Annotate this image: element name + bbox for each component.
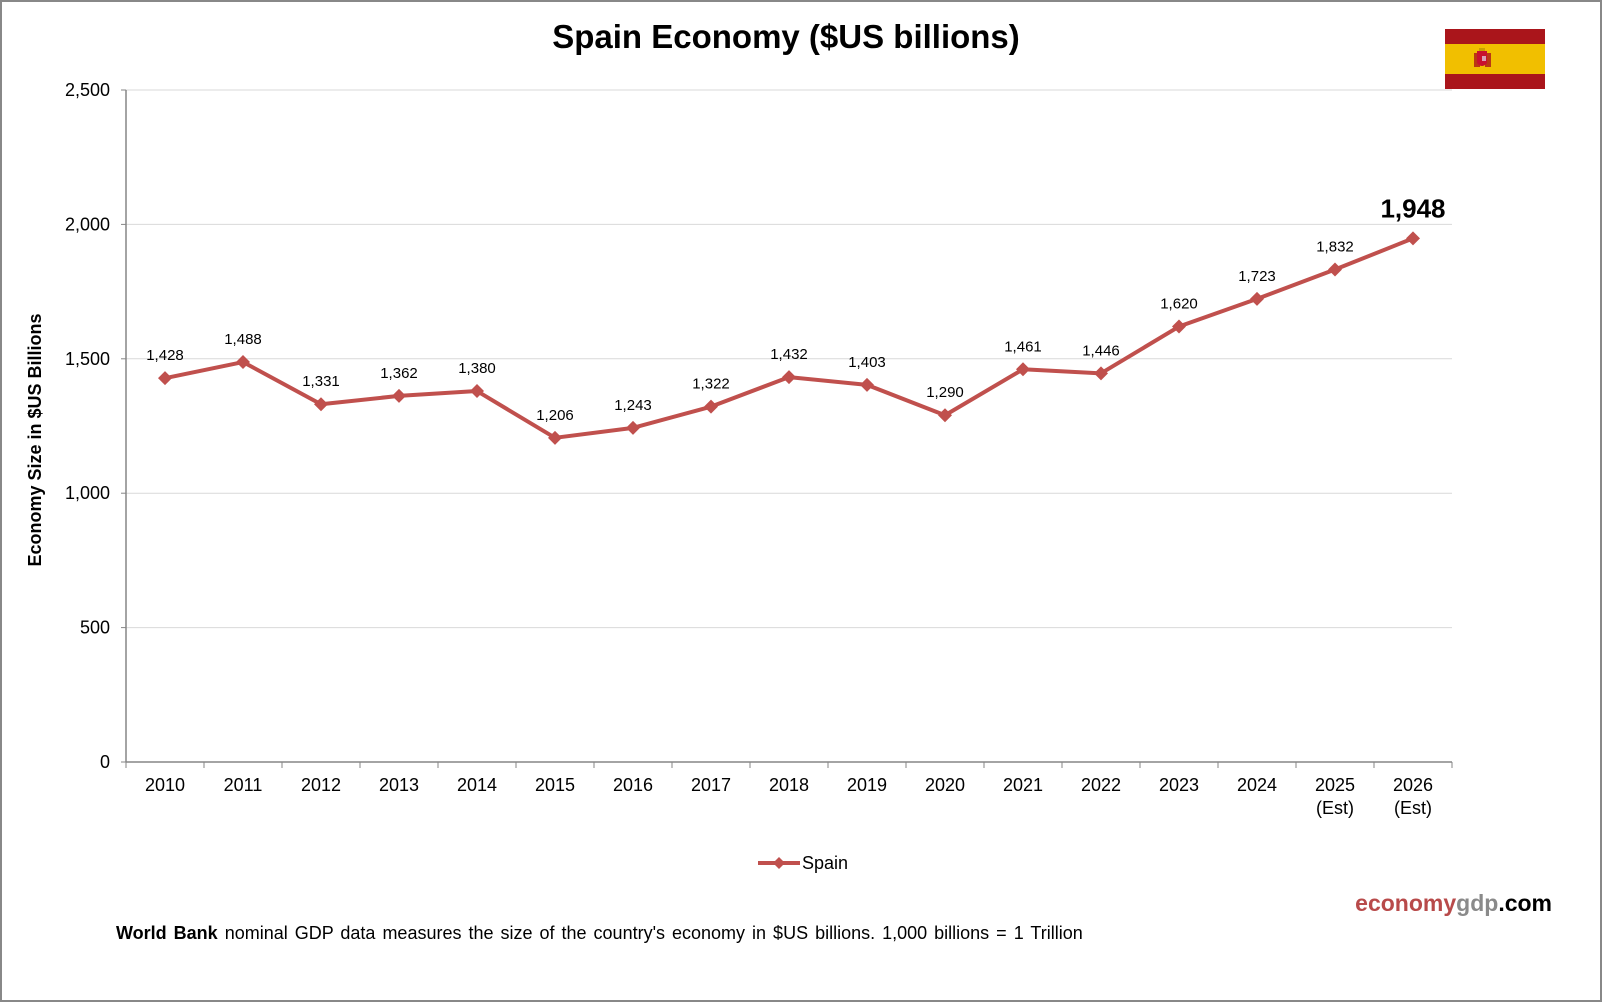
- x-tick-label-2015: 2015: [535, 775, 575, 795]
- data-point-2023: [1172, 319, 1186, 334]
- spain-flag-icon: [1445, 29, 1545, 89]
- line-diamond-marker-icon: [758, 857, 800, 869]
- x-tick-label-2026-est-: 2026 (Est): [1393, 775, 1433, 818]
- data-point-2011: [236, 355, 250, 370]
- y-tick-label-500: 500: [80, 618, 110, 638]
- coat-of-arms-icon: [1474, 48, 1491, 67]
- y-tick-label-1500: 1,500: [65, 349, 110, 369]
- data-point-2012: [314, 397, 328, 412]
- x-tick-label-2013: 2013: [379, 775, 419, 795]
- data-point-2021: [1016, 362, 1030, 377]
- data-label-2015: 1,206: [536, 407, 574, 424]
- x-tick-label-2024: 2024: [1237, 775, 1277, 795]
- x-tick-label-2022: 2022: [1081, 775, 1121, 795]
- x-tick-label-2014: 2014: [457, 775, 497, 795]
- data-label-2022: 1,446: [1082, 342, 1120, 359]
- data-point-2026-est-: [1406, 231, 1420, 246]
- flag-stripe-middle: [1445, 44, 1545, 74]
- data-label-2014: 1,380: [458, 360, 496, 377]
- x-tick-label-2016: 2016: [613, 775, 653, 795]
- data-label-2019: 1,403: [848, 354, 886, 371]
- x-tick-label-2023: 2023: [1159, 775, 1199, 795]
- data-point-2020: [938, 408, 952, 423]
- x-tick-label-2019: 2019: [847, 775, 887, 795]
- data-label-2020: 1,290: [926, 384, 964, 401]
- data-label-2024: 1,723: [1238, 268, 1276, 285]
- data-point-2014: [470, 384, 484, 399]
- x-tick-labels: 2010 2011 2012 2013 2014 2015 2016 2017 2018 2019…: [145, 775, 1433, 818]
- data-label-2023: 1,620: [1160, 296, 1198, 313]
- x-tick-label-2021: 2021: [1003, 775, 1043, 795]
- y-tick-label-1000: 1,000: [65, 483, 110, 503]
- data-label-2012: 1,331: [302, 373, 340, 390]
- x-tick-label-2011: 2011: [224, 775, 263, 795]
- brand-part-economy: economy: [1355, 890, 1457, 916]
- gridlines: [126, 89, 1452, 629]
- data-point-2010: [158, 371, 172, 386]
- x-tick-label-2025-est-: 2025 (Est): [1315, 775, 1355, 818]
- data-point-2022: [1094, 366, 1108, 381]
- brand-logo[interactable]: economygdp.com: [1355, 890, 1552, 917]
- data-point-2017: [704, 399, 718, 414]
- footnote-source: World Bank: [116, 923, 218, 943]
- data-point-2019: [860, 377, 874, 392]
- data-labels: 1,428 1,488 1,331 1,362 1,380 1,206 1,243 1,322…: [146, 193, 1445, 423]
- data-point-2024: [1250, 291, 1264, 306]
- y-tick-label-0: 0: [100, 752, 110, 772]
- flag-stripe-top: [1445, 29, 1545, 44]
- brand-part-com: .com: [1498, 890, 1552, 916]
- x-tick-label-2010: 2010: [145, 775, 185, 795]
- data-point-2016: [626, 420, 640, 435]
- series-spain: [158, 231, 1420, 445]
- data-label-2010: 1,428: [146, 347, 184, 364]
- data-label-2025-est-: 1,832: [1316, 239, 1354, 256]
- x-tick-label-2020: 2020: [925, 775, 965, 795]
- chart-title: Spain Economy ($US billions): [552, 18, 1020, 55]
- y-tick-label-2500: 2,500: [65, 80, 110, 100]
- data-point-2025-est-: [1328, 262, 1342, 277]
- data-label-2021: 1,461: [1004, 338, 1042, 355]
- flag-stripe-bottom: [1445, 74, 1545, 89]
- data-label-2013: 1,362: [380, 365, 418, 382]
- y-tick-label-2000: 2,000: [65, 214, 110, 234]
- legend: Spain: [758, 851, 848, 875]
- footnote: World Bank nominal GDP data measures the…: [116, 923, 1083, 944]
- x-tick-label-2017: 2017: [691, 775, 731, 795]
- footnote-text: nominal GDP data measures the size of th…: [217, 923, 1083, 943]
- y-axis-label: Economy Size in $US Billions: [25, 313, 45, 566]
- axes: [121, 89, 1453, 768]
- legend-label-spain: Spain: [802, 852, 849, 873]
- data-point-2015: [548, 430, 562, 445]
- data-label-2011: 1,488: [224, 331, 262, 348]
- data-label-2026-est-: 1,948: [1380, 193, 1445, 223]
- data-label-2018: 1,432: [770, 346, 808, 363]
- data-point-2018: [782, 370, 796, 385]
- data-label-2016: 1,243: [614, 397, 652, 414]
- data-point-2013: [392, 388, 406, 403]
- x-tick-label-2012: 2012: [301, 775, 341, 795]
- y-tick-labels: 0 500 1,000 1,500 2,000 2,500: [65, 80, 110, 772]
- series-line-spain: [164, 236, 1414, 440]
- data-label-2017: 1,322: [692, 376, 730, 393]
- x-tick-label-2018: 2018: [769, 775, 809, 795]
- brand-part-gdp: gdp: [1456, 890, 1499, 916]
